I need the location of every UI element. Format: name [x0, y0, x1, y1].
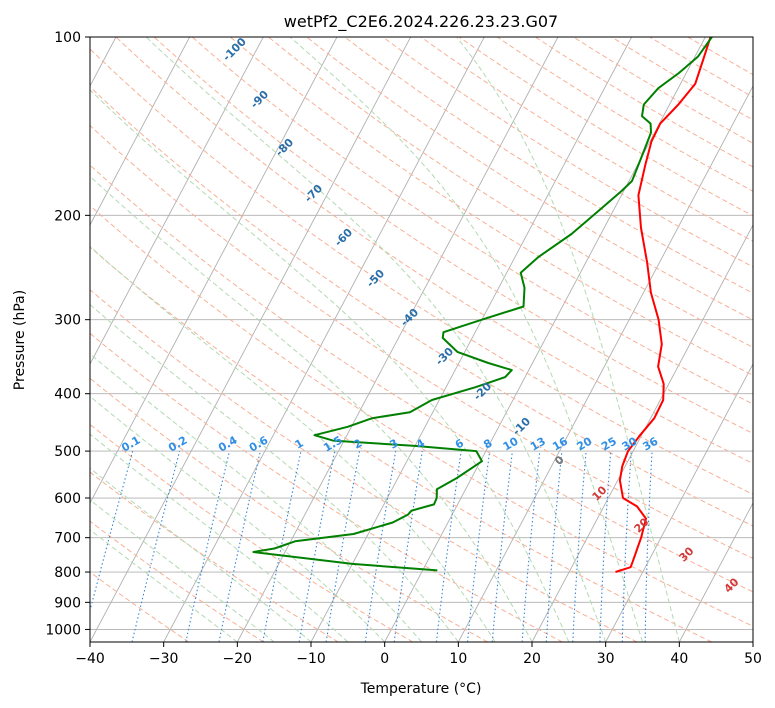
- y-tick-label: 500: [54, 444, 81, 460]
- dry-adiabat-line: [229, 37, 753, 376]
- y-tick-label: 700: [54, 531, 81, 547]
- moist-adiabat-line: [456, 37, 680, 642]
- dry-adiabat-line: [90, 289, 638, 642]
- y-tick-label: 400: [54, 387, 81, 403]
- mixing-ratio-line: [364, 451, 397, 642]
- y-tick-label: 100: [54, 30, 81, 46]
- x-tick-label: −10: [296, 651, 326, 667]
- moist-adiabat-line: [90, 245, 496, 642]
- moist-adiabat-line: [289, 37, 643, 642]
- moist-adiabat-line: [90, 303, 459, 642]
- isotherm-line: [531, 224, 753, 642]
- mixing-ratio-line: [131, 450, 181, 642]
- moist-adiabat-line: [90, 467, 312, 642]
- x-axis-label: Temperature (°C): [360, 681, 482, 697]
- y-tick-label: 1000: [45, 622, 81, 638]
- moist-adiabat-line: [145, 37, 607, 642]
- dry-adiabat-line: [90, 48, 753, 495]
- isotherm-line: [678, 502, 753, 642]
- dry-adiabat-line: [90, 86, 753, 527]
- dry-adiabat-line: [90, 377, 488, 642]
- mixing-ratio-line: [491, 451, 513, 642]
- dry-adiabat-line: [90, 571, 190, 642]
- x-tick-label: 20: [523, 651, 541, 667]
- moist-adiabat-line: [90, 499, 275, 642]
- mixing-ratio-line: [90, 450, 134, 613]
- data-series: [252, 37, 713, 573]
- isotherm-line: [236, 37, 559, 642]
- isotherm-line: [90, 37, 412, 642]
- y-tick-label: 300: [54, 313, 81, 329]
- isotherm-line: [163, 37, 485, 642]
- dry-adiabat-line: [90, 471, 339, 642]
- y-tick-label: 900: [54, 595, 81, 611]
- y-tick-label: 200: [54, 208, 81, 224]
- x-tick-label: 30: [597, 651, 615, 667]
- dewpoint-line: [252, 37, 713, 572]
- y-tick-label: 800: [54, 565, 81, 581]
- isotherm-line: [90, 37, 191, 226]
- dry-adiabat-line: [191, 37, 753, 405]
- x-tick-label: 40: [670, 651, 688, 667]
- moist-adiabat-line: [90, 175, 533, 642]
- temperature-line: [615, 37, 712, 573]
- isotherm-line: [384, 37, 706, 642]
- plot-frame: [89, 36, 754, 643]
- mixing-ratio-line: [218, 450, 261, 642]
- dry-adiabat-line: [90, 204, 753, 627]
- x-tick-label: −40: [75, 651, 105, 667]
- isotherm-line: [605, 363, 753, 642]
- isotherm-line: [310, 37, 633, 642]
- moist-adiabat-line: [90, 395, 386, 642]
- isotherm-line: [752, 641, 753, 642]
- mixing-ratio-line: [185, 450, 231, 642]
- mixing-ratio-line: [466, 451, 491, 642]
- dry-adiabat-line: [268, 37, 753, 348]
- axes: −40 −30 −20 −10 0 10 20 30 40 50 100 200 300 400 500 60…: [45, 30, 762, 667]
- moist-adiabat-line: [90, 89, 570, 642]
- mixing-ratio-line: [435, 451, 462, 642]
- mixing-ratio-line: [545, 451, 563, 642]
- y-tick-label: 600: [54, 491, 81, 507]
- dry-adiabat-line: [90, 332, 563, 642]
- isotherm-line: [457, 85, 753, 642]
- dry-adiabat-line: [90, 164, 753, 593]
- isotherm-line: [90, 37, 264, 365]
- x-tick-label: −20: [223, 651, 253, 667]
- moist-adiabat-line: [90, 353, 422, 642]
- x-tick-label: 0: [380, 651, 389, 667]
- dry-adiabat-line: [90, 520, 264, 642]
- chart-title: wetPf2_C2E6.2024.226.23.23.G07: [284, 12, 558, 32]
- mixing-ratio-line: [521, 451, 541, 642]
- mixing-ratio-line: [393, 451, 423, 642]
- x-tick-label: −30: [149, 651, 179, 667]
- x-tick-label: 10: [449, 651, 467, 667]
- isotherm-line: [90, 37, 338, 504]
- x-tick-label: 50: [744, 651, 762, 667]
- y-axis-label: Pressure (hPa): [12, 290, 28, 390]
- background-lines: [90, 37, 753, 642]
